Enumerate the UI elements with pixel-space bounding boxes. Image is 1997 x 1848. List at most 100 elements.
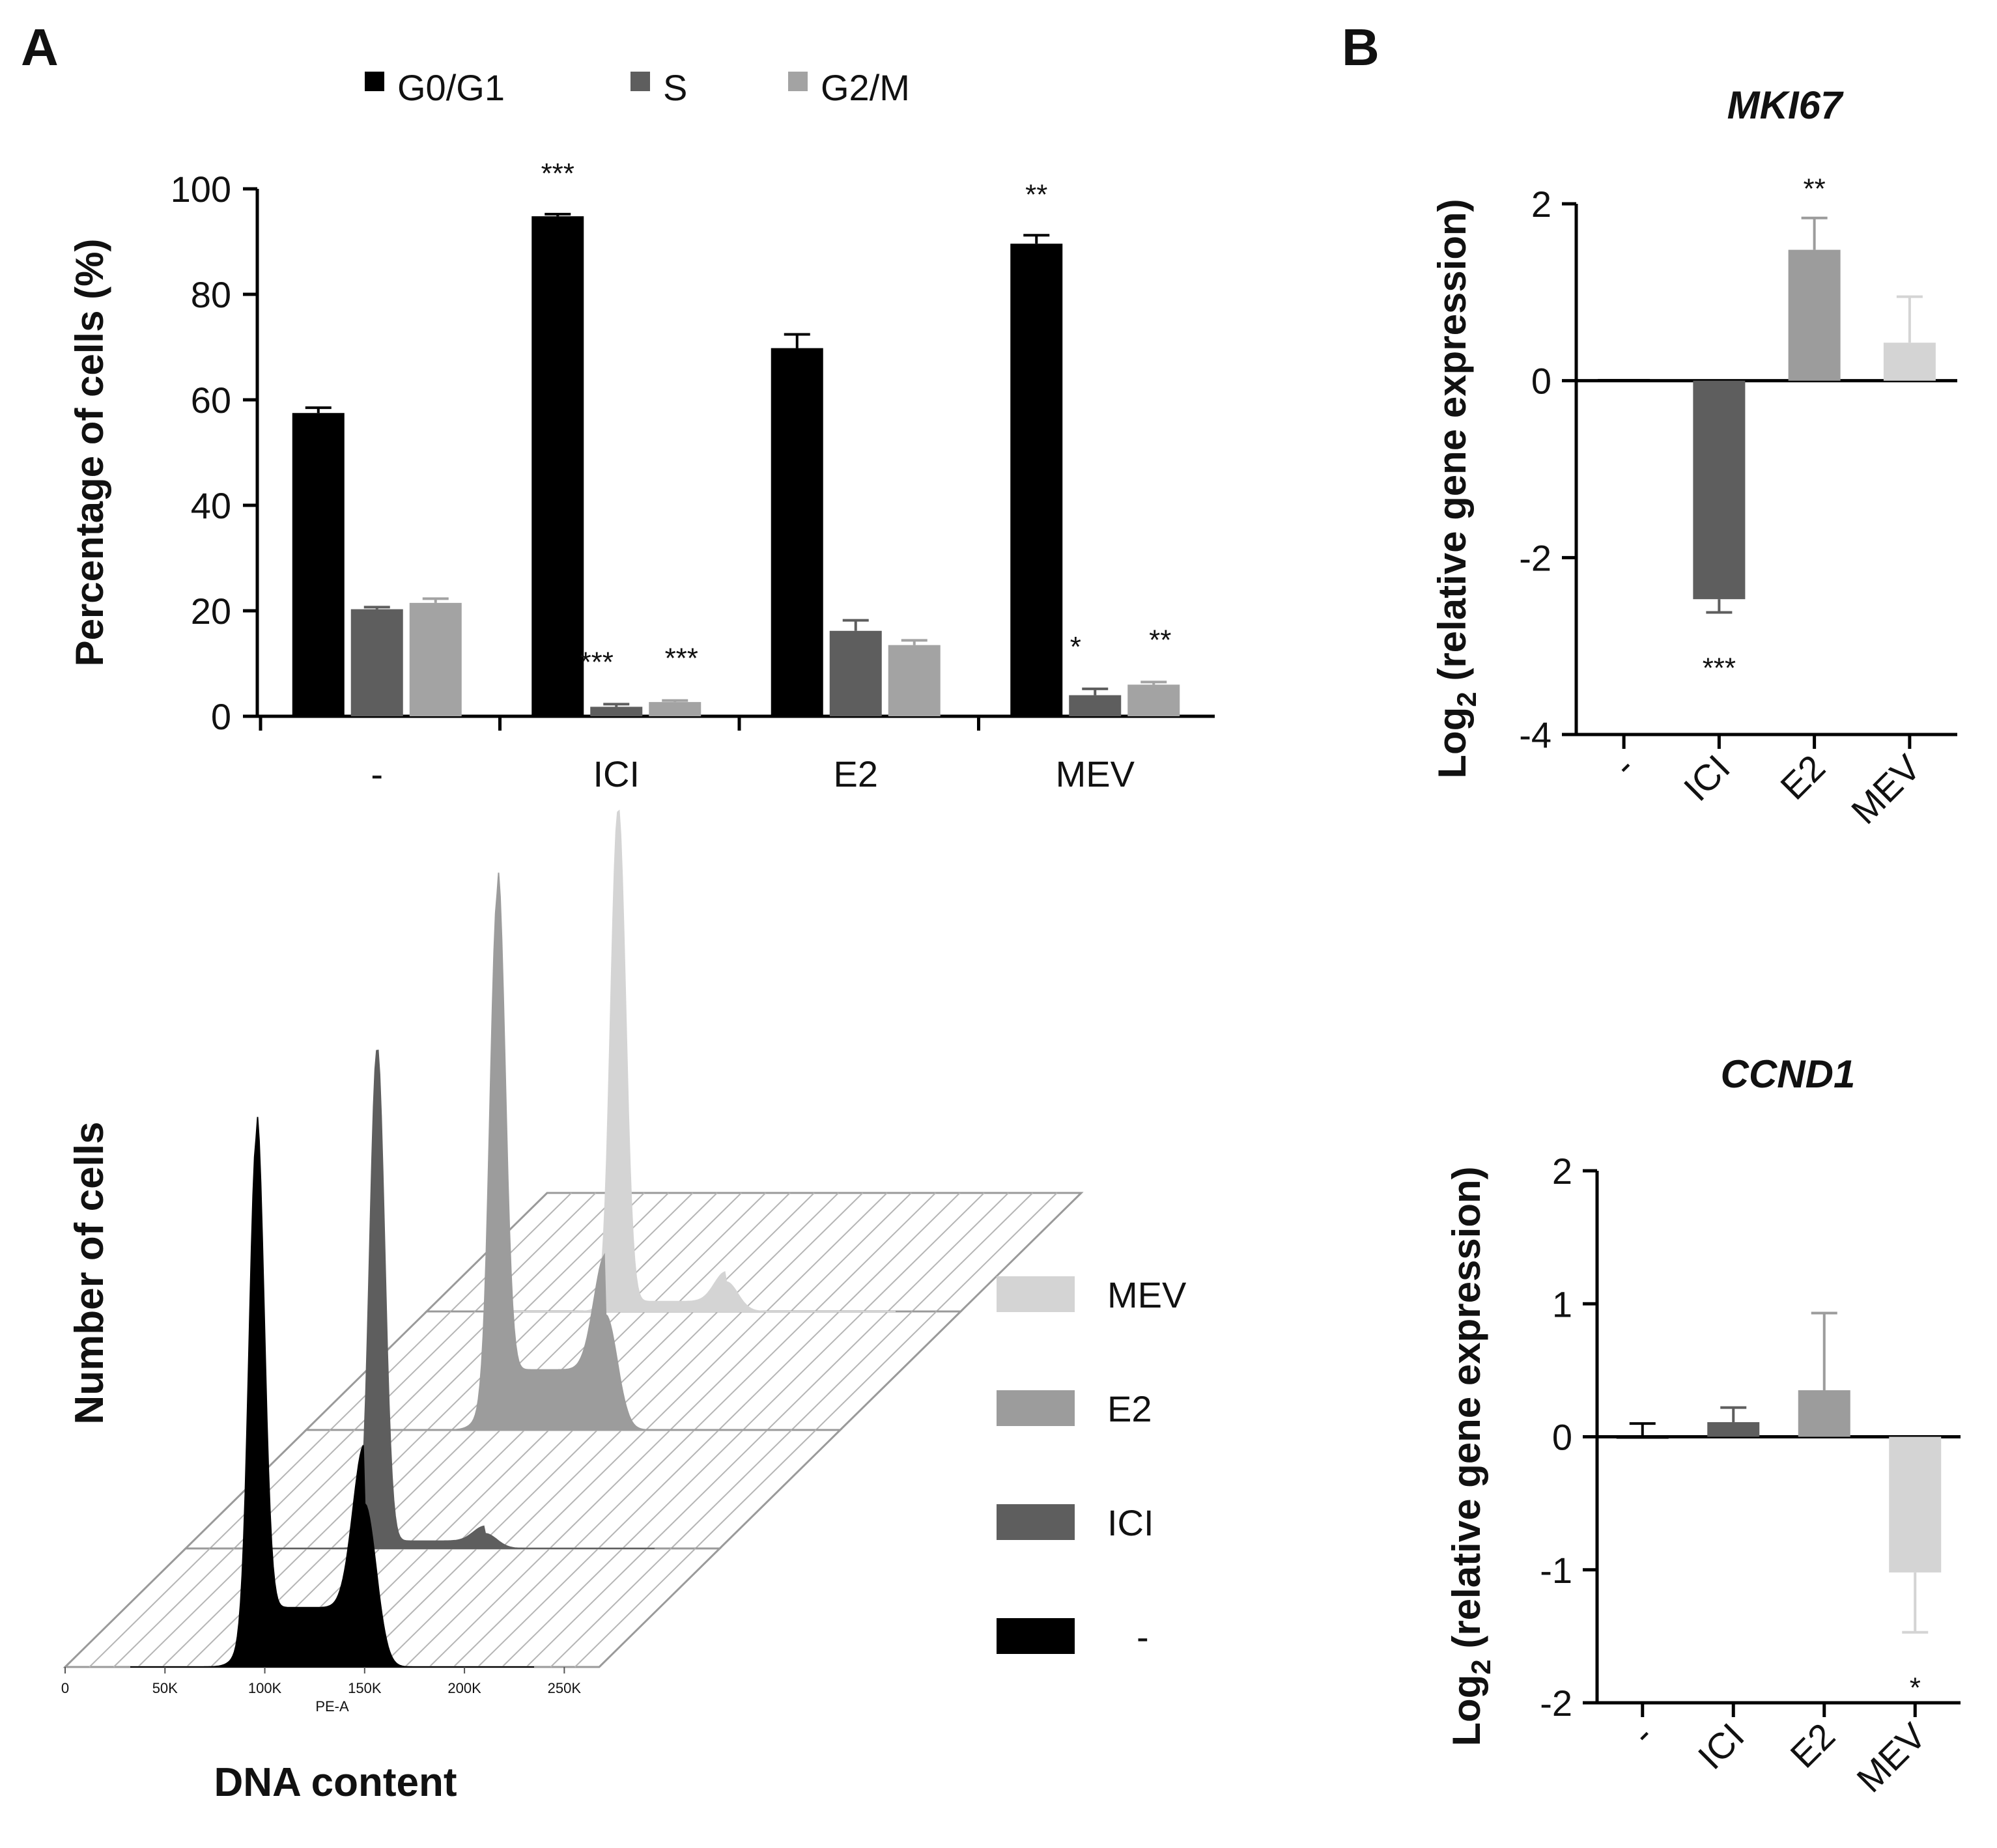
- floor-hatch: [113, 1548, 235, 1668]
- flow-tick-label: 200K: [447, 1680, 481, 1696]
- bar-g2m-control: [409, 602, 462, 716]
- x-category-e2: E2: [834, 753, 879, 794]
- legend-swatch-g2m: [788, 72, 808, 91]
- chart-title: CCND1: [1721, 1052, 1856, 1096]
- y-tick-label: 80: [191, 274, 231, 315]
- legend-swatch-ici: [997, 1504, 1075, 1540]
- floor-hatch: [379, 1429, 501, 1549]
- y-axis-title-rest: (relative gene expression): [1430, 199, 1474, 692]
- chart-title: MKI67: [1727, 83, 1844, 127]
- significance-mark: ***: [1703, 652, 1736, 684]
- bar-ici: [1693, 380, 1746, 600]
- x-category-mev: MEV: [1848, 1715, 1934, 1800]
- floor-hatch: [499, 1192, 621, 1312]
- histogram-ici: [251, 1049, 655, 1549]
- bar-g0g1-e2: [771, 348, 823, 716]
- bar-g0g1-mev: [1010, 244, 1063, 716]
- y-axis-title: Percentage of cells (%): [68, 239, 111, 667]
- floor-hatch: [911, 1192, 1034, 1312]
- significance-mark: *: [1910, 1672, 1921, 1704]
- floor-hatch: [644, 1192, 767, 1312]
- bar-control: [1616, 1436, 1669, 1439]
- legend-label-s: S: [663, 67, 687, 108]
- flow-tick-label: 100K: [248, 1680, 282, 1696]
- floor-hatch: [767, 1311, 888, 1431]
- flow-tick-label: 50K: [152, 1680, 178, 1696]
- flow-tick-label: 250K: [548, 1680, 582, 1696]
- y-tick-label: -4: [1519, 714, 1551, 755]
- bar-mev: [1883, 343, 1936, 381]
- x-category-mev: MEV: [1843, 746, 1929, 832]
- floor-hatch: [477, 1548, 599, 1668]
- significance-mark: ***: [580, 646, 614, 678]
- bar-s-ici: [590, 707, 643, 716]
- bar-s-e2: [829, 630, 882, 716]
- floor-hatch: [743, 1311, 864, 1431]
- panel-label-b: B: [1342, 18, 1380, 76]
- floor-hatch: [258, 1429, 380, 1549]
- legend-swatch-control: [997, 1618, 1075, 1654]
- floor-hatch: [526, 1548, 647, 1668]
- y-axis-title-prefix: Log: [1430, 707, 1474, 779]
- bar-control: [1598, 378, 1650, 381]
- x-category-ici: ICI: [1690, 1715, 1752, 1777]
- floor-hatch: [502, 1548, 623, 1668]
- panel-label-a: A: [21, 18, 59, 76]
- x-category-ici: ICI: [1676, 747, 1738, 809]
- floor-hatch: [670, 1311, 791, 1431]
- y-tick-label: 40: [191, 485, 231, 526]
- floor-hatch: [429, 1548, 550, 1668]
- significance-mark: ***: [665, 643, 698, 675]
- floor-hatch: [815, 1311, 937, 1431]
- floor-hatch: [452, 1429, 574, 1549]
- y-tick-label: 1: [1552, 1283, 1572, 1324]
- legend-label-g0g1: G0/G1: [397, 67, 505, 108]
- significance-mark: **: [1025, 178, 1047, 210]
- floor-hatch: [741, 1192, 864, 1312]
- legend-label-ici: ICI: [1107, 1502, 1154, 1543]
- floor-hatch: [453, 1548, 575, 1668]
- flow-histogram: 0 50K 100K 150K 200K 250K PE-A DNA content Numbe…: [61, 809, 1187, 1805]
- floor-hatch: [621, 1311, 743, 1431]
- x-category-control: -: [1623, 1715, 1661, 1753]
- floor-hatch: [838, 1192, 961, 1312]
- floor-hatch: [791, 1311, 913, 1431]
- floor-hatch: [428, 1429, 550, 1549]
- bar-e2: [1798, 1390, 1850, 1437]
- cell-cycle-chart: 0 20 40 60 80 100 Percentage of cells (%) - ICI *…: [68, 67, 1215, 794]
- x-category-ici: ICI: [593, 753, 640, 794]
- x-axis-title: DNA content: [214, 1760, 457, 1805]
- y-tick-label: 0: [211, 696, 231, 737]
- floor-hatch: [378, 1311, 500, 1431]
- legend-swatch-mev: [997, 1276, 1075, 1312]
- bar-ici: [1707, 1422, 1760, 1437]
- y-tick-label: 2: [1531, 184, 1551, 225]
- floor-hatch: [330, 1311, 451, 1431]
- y-axis-title-rest: (relative gene expression): [1445, 1166, 1488, 1659]
- floor-hatch: [887, 1192, 1009, 1312]
- significance-mark: ***: [541, 158, 574, 189]
- y-tick-label: -2: [1519, 537, 1551, 578]
- floor-hatch: [620, 1192, 742, 1312]
- legend-swatch-g0g1: [365, 72, 384, 91]
- floor-hatch: [669, 1192, 791, 1312]
- y-axis-title: Log2 (relative gene expression): [1445, 1166, 1496, 1746]
- legend-label-mev: MEV: [1107, 1274, 1187, 1315]
- floor-hatch: [476, 1429, 598, 1549]
- legend-label-e2: E2: [1107, 1388, 1152, 1429]
- floor-hatch: [717, 1192, 839, 1312]
- bar-g0g1-control: [292, 413, 345, 716]
- floor-hatch: [936, 1192, 1058, 1312]
- floor-hatch: [622, 1429, 744, 1549]
- floor-hatch: [645, 1311, 767, 1431]
- floor-hatch: [89, 1548, 210, 1668]
- bar-s-mev: [1069, 695, 1122, 716]
- y-axis-title-prefix: Log: [1445, 1675, 1488, 1746]
- floor-hatch: [695, 1429, 817, 1549]
- y-tick-label: 0: [1552, 1417, 1572, 1458]
- floor-hatch: [137, 1548, 259, 1668]
- floor-hatch: [790, 1192, 912, 1312]
